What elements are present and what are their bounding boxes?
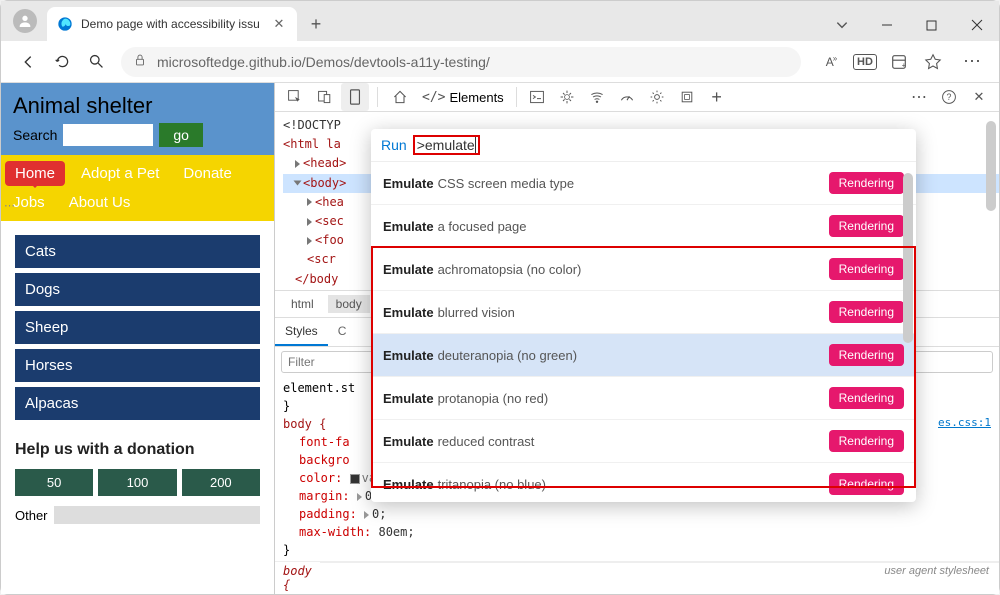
devtools-toolbar: </> Elements + ⋯ ? ✕ bbox=[275, 83, 999, 112]
device-active-icon[interactable] bbox=[341, 83, 369, 111]
help-icon[interactable]: ? bbox=[935, 83, 963, 111]
main-nav: Home Adopt a Pet Donate Jobs About Us bbox=[1, 155, 274, 221]
donate-heading: Help us with a donation bbox=[1, 435, 274, 465]
page-title: Animal shelter bbox=[13, 93, 262, 119]
cmd-item-1[interactable]: Emulatea focused pageRendering bbox=[371, 205, 916, 248]
cmd-item-5[interactable]: Emulateprotanopia (no red)Rendering bbox=[371, 377, 916, 420]
reader-icon[interactable]: A» bbox=[817, 48, 845, 76]
run-label: Run bbox=[381, 137, 407, 153]
category-list: Cats Dogs Sheep Horses Alpacas bbox=[1, 221, 274, 435]
cmd-item-7[interactable]: Emulatetritanopia (no blue)Rendering bbox=[371, 463, 916, 502]
command-list: EmulateCSS screen media typeRenderingEmu… bbox=[371, 162, 916, 502]
cmd-item-3[interactable]: Emulateblurred visionRendering bbox=[371, 291, 916, 334]
nav-donate[interactable]: Donate bbox=[171, 159, 243, 188]
cmd-item-6[interactable]: Emulatereduced contrastRendering bbox=[371, 420, 916, 463]
command-input[interactable]: >emulate bbox=[413, 135, 480, 155]
other-input[interactable] bbox=[54, 506, 260, 524]
inspect-icon[interactable] bbox=[281, 83, 309, 111]
elements-label: Elements bbox=[449, 90, 503, 105]
search-input[interactable] bbox=[63, 124, 153, 146]
back-button[interactable] bbox=[11, 45, 45, 79]
address-bar[interactable]: microsoftedge.github.io/Demos/devtools-a… bbox=[121, 47, 801, 77]
donate-100[interactable]: 100 bbox=[98, 469, 176, 496]
profile-icon[interactable] bbox=[13, 9, 37, 33]
tab-styles[interactable]: Styles bbox=[275, 318, 328, 346]
cmd-item-2[interactable]: Emulateachromatopsia (no color)Rendering bbox=[371, 248, 916, 291]
cat-alpacas[interactable]: Alpacas bbox=[15, 387, 260, 420]
tab-computed[interactable]: C bbox=[328, 318, 357, 346]
cmd-item-0[interactable]: EmulateCSS screen media typeRendering bbox=[371, 162, 916, 205]
crumb-html[interactable]: html bbox=[283, 295, 322, 313]
browser-tab[interactable]: Demo page with accessibility issu ✕ bbox=[47, 7, 297, 41]
close-button[interactable] bbox=[954, 9, 999, 41]
other-label: Other bbox=[15, 508, 48, 523]
edge-favicon-icon bbox=[57, 16, 73, 32]
lock-icon bbox=[133, 53, 147, 70]
cat-sheep[interactable]: Sheep bbox=[15, 311, 260, 344]
command-menu: Run >emulate EmulateCSS screen media typ… bbox=[371, 129, 916, 502]
browser-titlebar: Demo page with accessibility issu ✕ + bbox=[1, 1, 999, 41]
menu-button[interactable]: ⋯ bbox=[955, 45, 989, 79]
search-icon[interactable] bbox=[79, 45, 113, 79]
ua-stylesheet-label: user agent stylesheet bbox=[320, 562, 999, 594]
maximize-button[interactable] bbox=[909, 9, 954, 41]
device-icon[interactable] bbox=[311, 83, 339, 111]
svg-text:?: ? bbox=[947, 92, 952, 102]
cat-cats[interactable]: Cats bbox=[15, 235, 260, 268]
network-icon[interactable] bbox=[583, 83, 611, 111]
collections-icon[interactable]: + bbox=[885, 48, 913, 76]
go-button[interactable]: go bbox=[159, 123, 203, 147]
window-controls bbox=[819, 9, 999, 41]
tab-title: Demo page with accessibility issu bbox=[81, 17, 271, 31]
scrollbar[interactable] bbox=[986, 121, 996, 211]
console-icon[interactable] bbox=[523, 83, 551, 111]
minimize-button[interactable] bbox=[864, 9, 909, 41]
nav-about[interactable]: About Us bbox=[57, 188, 143, 217]
crumb-body[interactable]: body bbox=[328, 295, 370, 313]
favorite-icon[interactable] bbox=[919, 48, 947, 76]
tab-close-icon[interactable]: ✕ bbox=[271, 16, 287, 32]
settings-tab-icon[interactable] bbox=[643, 83, 671, 111]
performance-icon[interactable] bbox=[613, 83, 641, 111]
donate-200[interactable]: 200 bbox=[182, 469, 260, 496]
welcome-icon[interactable] bbox=[386, 83, 414, 111]
url-text: microsoftedge.github.io/Demos/devtools-a… bbox=[157, 54, 789, 70]
refresh-button[interactable] bbox=[45, 45, 79, 79]
svg-text:+: + bbox=[902, 60, 906, 69]
browser-toolbar: microsoftedge.github.io/Demos/devtools-a… bbox=[1, 41, 999, 83]
more-icon[interactable]: ⋯ bbox=[905, 83, 933, 111]
page-header: Animal shelter Search go bbox=[1, 83, 274, 155]
cmd-scrollbar[interactable] bbox=[903, 173, 913, 343]
search-label: Search bbox=[13, 127, 57, 143]
nav-home[interactable]: Home bbox=[5, 161, 65, 186]
plus-icon[interactable]: + bbox=[703, 83, 731, 111]
donate-buttons: 50 100 200 bbox=[1, 465, 274, 500]
cmd-item-4[interactable]: Emulatedeuteranopia (no green)Rendering bbox=[371, 334, 916, 377]
cat-dogs[interactable]: Dogs bbox=[15, 273, 260, 306]
cat-horses[interactable]: Horses bbox=[15, 349, 260, 382]
memory-icon[interactable] bbox=[673, 83, 701, 111]
elements-tab[interactable]: </> Elements bbox=[416, 90, 510, 105]
sources-icon[interactable] bbox=[553, 83, 581, 111]
demo-page: Animal shelter Search go Home Adopt a Pe… bbox=[1, 83, 274, 594]
hd-icon[interactable]: HD bbox=[851, 48, 879, 76]
chevron-down-icon[interactable] bbox=[819, 9, 864, 41]
new-tab-button[interactable]: + bbox=[301, 9, 331, 39]
donate-50[interactable]: 50 bbox=[15, 469, 93, 496]
dom-overflow-icon[interactable]: ⋯ bbox=[4, 199, 15, 212]
nav-adopt[interactable]: Adopt a Pet bbox=[69, 159, 171, 188]
devtools-close-icon[interactable]: ✕ bbox=[965, 83, 993, 111]
